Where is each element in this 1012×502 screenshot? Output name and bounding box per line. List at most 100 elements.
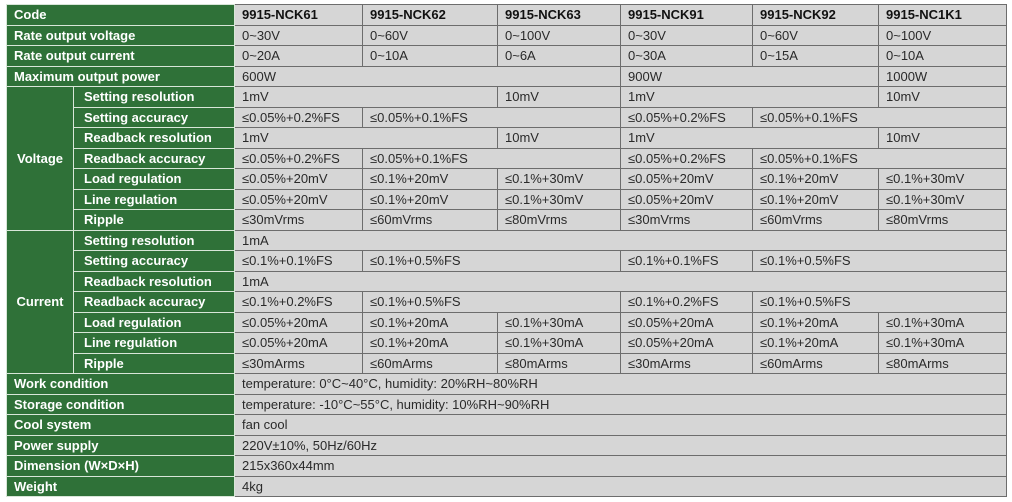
row-label: Ripple xyxy=(73,209,235,231)
table-row: Readback resolution 1mA xyxy=(7,270,1007,292)
value-cell: ≤0.05%+20mV xyxy=(620,188,753,210)
value-cell: ≤0.1%+0.2%FS xyxy=(620,291,753,313)
value-cell: ≤0.1%+30mV xyxy=(878,188,1007,210)
value-cell: ≤60mArms xyxy=(752,352,879,374)
table-row: Maximum output power 600W 900W 1000W xyxy=(6,65,1007,87)
table-row: Weight 4kg xyxy=(6,475,1007,497)
value-cell: ≤0.05%+0.1%FS xyxy=(752,106,1007,128)
table-row: Setting accuracy ≤0.1%+0.1%FS ≤0.1%+0.5%FS… xyxy=(7,250,1007,272)
value-cell: 0~10A xyxy=(878,45,1007,67)
value-cell: ≤30mArms xyxy=(620,352,753,374)
table-row: Power supply 220V±10%, 50Hz/60Hz xyxy=(6,434,1007,456)
row-label: Setting accuracy xyxy=(73,106,235,128)
value-cell: ≤0.1%+0.5%FS xyxy=(752,250,1007,272)
table-row: Readback resolution 1mV 10mV 1mV 10mV xyxy=(7,127,1007,149)
value-cell: ≤0.05%+20mV xyxy=(620,168,753,190)
row-label: Line regulation xyxy=(73,332,235,354)
value-cell: 1000W xyxy=(878,65,1007,87)
value-cell: ≤80mVrms xyxy=(878,209,1007,231)
value-cell: 0~15A xyxy=(752,45,879,67)
value-cell: 10mV xyxy=(497,127,621,149)
value-cell: ≤30mArms xyxy=(234,352,363,374)
value-cell: temperature: 0°C~40°C, humidity: 20%RH~8… xyxy=(234,373,1007,395)
value-cell: 9915-NCK91 xyxy=(620,4,753,26)
value-cell: ≤0.05%+0.2%FS xyxy=(234,106,363,128)
value-cell: 1mV xyxy=(234,127,498,149)
row-label: Load regulation xyxy=(73,168,235,190)
value-cell: 0~60V xyxy=(752,24,879,46)
value-cell: ≤0.1%+0.5%FS xyxy=(362,291,621,313)
table-row: Cool system fan cool xyxy=(6,414,1007,436)
value-cell: ≤0.05%+20mA xyxy=(620,311,753,333)
row-label: Storage condition xyxy=(6,393,235,415)
value-cell: ≤0.1%+20mV xyxy=(362,168,498,190)
value-cell: ≤0.1%+20mV xyxy=(752,188,879,210)
table-row: Work condition temperature: 0°C~40°C, hum… xyxy=(6,373,1007,395)
value-cell: ≤0.05%+0.1%FS xyxy=(362,106,621,128)
table-row: Rate output current 0~20A 0~10A 0~6A 0~30A 0~… xyxy=(6,45,1007,67)
value-cell: 1mV xyxy=(620,86,879,108)
value-cell: 220V±10%, 50Hz/60Hz xyxy=(234,434,1007,456)
row-label: Setting resolution xyxy=(73,229,235,251)
value-cell: 0~10A xyxy=(362,45,498,67)
value-cell: temperature: -10°C~55°C, humidity: 10%RH… xyxy=(234,393,1007,415)
value-cell: 4kg xyxy=(234,475,1007,497)
table-row: Voltage Setting resolution 1mV 10mV 1mV 10mV xyxy=(6,86,1007,231)
value-cell: 0~60V xyxy=(362,24,498,46)
value-cell: ≤0.1%+30mV xyxy=(878,168,1007,190)
value-cell: 0~20A xyxy=(234,45,363,67)
value-cell: 215x360x44mm xyxy=(234,455,1007,477)
table-row: Load regulation ≤0.05%+20mA ≤0.1%+20mA ≤0.1… xyxy=(7,311,1007,333)
value-cell: ≤0.05%+20mA xyxy=(234,332,363,354)
value-cell: ≤0.1%+0.5%FS xyxy=(752,291,1007,313)
table-row: Dimension (W×D×H) 215x360x44mm xyxy=(6,455,1007,477)
value-cell: ≤0.1%+30mA xyxy=(878,311,1007,333)
spec-table: Code 9915-NCK61 9915-NCK62 9915-NCK63 9915-N… xyxy=(6,4,1007,497)
table-row: Setting accuracy ≤0.05%+0.2%FS ≤0.05%+0.1%… xyxy=(7,106,1007,128)
value-cell: ≤60mVrms xyxy=(752,209,879,231)
value-cell: ≤0.05%+0.2%FS xyxy=(620,147,753,169)
row-label: Line regulation xyxy=(73,188,235,210)
value-cell: ≤0.05%+0.2%FS xyxy=(234,147,363,169)
table-row: Line regulation ≤0.05%+20mV ≤0.1%+20mV ≤0.1… xyxy=(7,188,1007,210)
value-cell: ≤30mVrms xyxy=(234,209,363,231)
value-cell: 0~30V xyxy=(234,24,363,46)
value-cell: 10mV xyxy=(878,127,1007,149)
value-cell: ≤0.05%+20mA xyxy=(620,332,753,354)
value-cell: 10mV xyxy=(497,86,621,108)
value-cell: ≤0.05%+20mV xyxy=(234,168,363,190)
row-label: Maximum output power xyxy=(6,65,235,87)
row-label: Work condition xyxy=(6,373,235,395)
value-cell: ≤0.1%+0.1%FS xyxy=(620,250,753,272)
value-cell: ≤80mVrms xyxy=(497,209,621,231)
row-label: Setting accuracy xyxy=(73,250,235,272)
value-cell: ≤0.05%+20mA xyxy=(234,311,363,333)
value-cell: ≤0.05%+0.2%FS xyxy=(620,106,753,128)
value-cell: 9915-NCK92 xyxy=(752,4,879,26)
value-cell: 0~100V xyxy=(878,24,1007,46)
value-cell: ≤0.1%+30mA xyxy=(497,332,621,354)
value-cell: ≤0.05%+20mV xyxy=(234,188,363,210)
value-cell: ≤0.1%+30mV xyxy=(497,168,621,190)
value-cell: 0~100V xyxy=(497,24,621,46)
value-cell: 1mA xyxy=(234,229,1007,251)
table-row: Line regulation ≤0.05%+20mA ≤0.1%+20mA ≤0.1… xyxy=(7,332,1007,354)
table-row: Readback accuracy ≤0.05%+0.2%FS ≤0.05%+0.1… xyxy=(7,147,1007,169)
value-cell: 9915-NCK63 xyxy=(497,4,621,26)
table-row: Rate output voltage 0~30V 0~60V 0~100V 0~30V… xyxy=(6,24,1007,46)
table-row: Code 9915-NCK61 9915-NCK62 9915-NCK63 9915-N… xyxy=(6,4,1007,26)
row-label: Readback accuracy xyxy=(73,147,235,169)
value-cell: ≤0.1%+20mA xyxy=(752,311,879,333)
table-row: Ripple ≤30mArms ≤60mArms ≤80mArms ≤30mArms ≤6… xyxy=(7,352,1007,374)
row-label: Rate output current xyxy=(6,45,235,67)
value-cell: ≤0.1%+0.2%FS xyxy=(234,291,363,313)
value-cell: fan cool xyxy=(234,414,1007,436)
value-cell: ≤0.1%+20mV xyxy=(362,188,498,210)
row-label: Dimension (W×D×H) xyxy=(6,455,235,477)
value-cell: ≤0.05%+0.1%FS xyxy=(362,147,621,169)
value-cell: 9915-NC1K1 xyxy=(878,4,1007,26)
value-cell: ≤80mArms xyxy=(878,352,1007,374)
value-cell: 1mA xyxy=(234,270,1007,292)
value-cell: 9915-NCK62 xyxy=(362,4,498,26)
value-cell: 0~30A xyxy=(620,45,753,67)
